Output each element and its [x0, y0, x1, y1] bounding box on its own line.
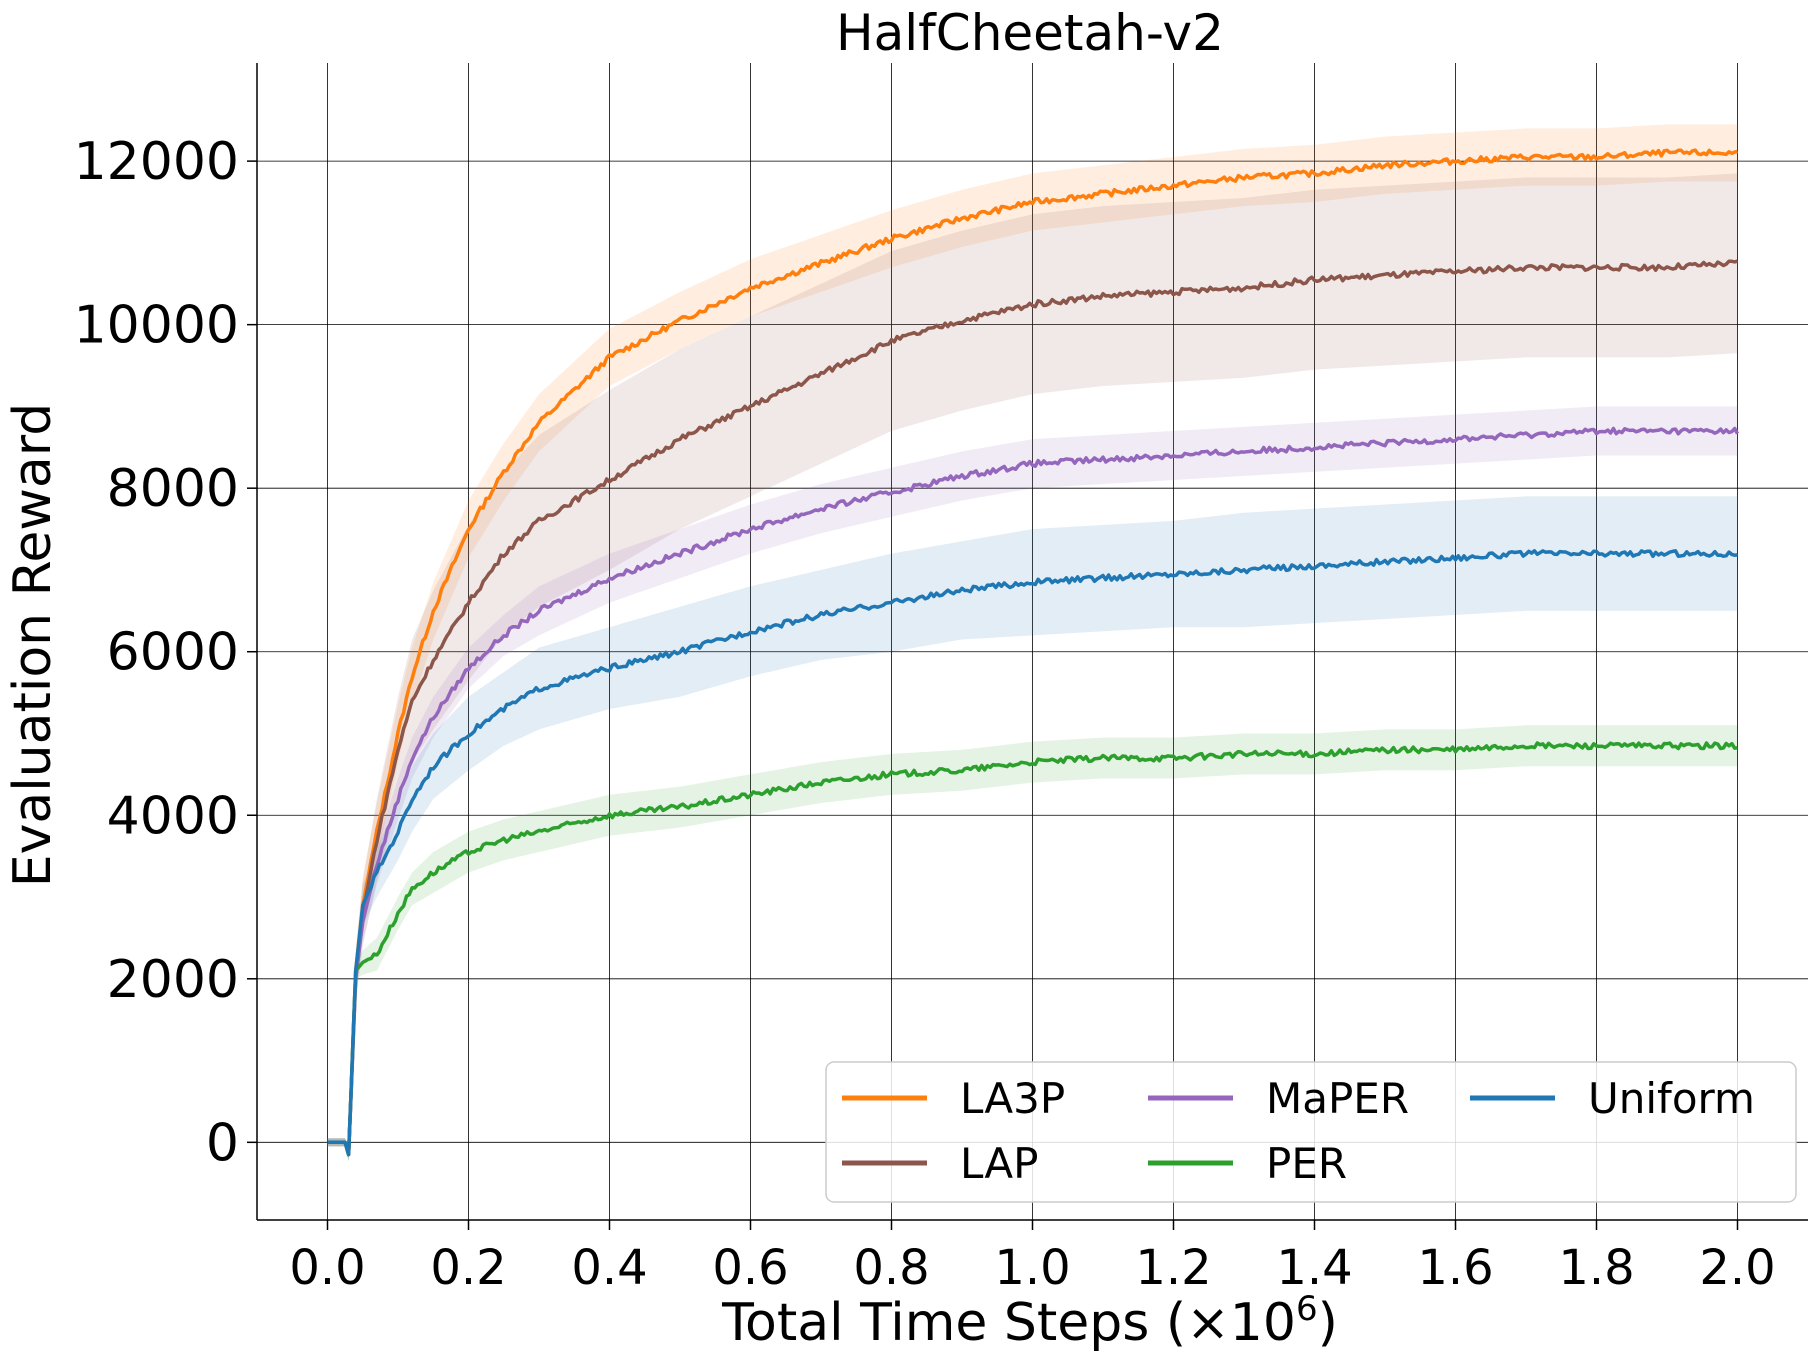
x-tick-label: 1.0: [994, 1240, 1070, 1296]
x-tick-label: 2.0: [1699, 1240, 1775, 1296]
legend-label-maper: MaPER: [1266, 1074, 1409, 1123]
line-uniform: [327, 549, 1738, 1157]
x-tick-label: 0.2: [430, 1240, 506, 1296]
y-tick-label: 12000: [74, 132, 239, 192]
x-tick-label: 1.4: [1276, 1240, 1352, 1296]
line-maper: [327, 426, 1740, 1157]
y-axis-ticks: 0 2000 4000 6000 8000 10000 12000: [74, 132, 257, 1173]
legend: LA3P LAP MaPER PER Uniform: [825, 1061, 1797, 1203]
x-axis-label: Total Time Steps (×106): [721, 1289, 1338, 1353]
band-uniform: [327, 496, 1738, 1162]
y-axis-label: Evaluation Reward: [3, 403, 63, 888]
legend-label-la3p: LA3P: [960, 1074, 1065, 1123]
legend-label-per: PER: [1266, 1139, 1347, 1188]
line-la3p: [327, 148, 1738, 1157]
band-lap: [327, 173, 1738, 1162]
x-axis-label-exponent: 6: [1296, 1289, 1318, 1329]
y-tick-label: 0: [206, 1113, 239, 1173]
x-axis-label-text: Total Time Steps (×10: [721, 1293, 1296, 1353]
grid-lines: [257, 63, 1808, 1220]
y-tick-label: 2000: [107, 950, 239, 1010]
x-tick-label: 0.8: [853, 1240, 929, 1296]
x-tick-label: 1.2: [1135, 1240, 1211, 1296]
y-tick-label: 10000: [74, 296, 239, 356]
line-lap: [327, 259, 1738, 1157]
legend-label-uniform: Uniform: [1588, 1074, 1755, 1123]
legend-label-lap: LAP: [960, 1139, 1038, 1188]
y-tick-label: 8000: [107, 459, 239, 519]
y-tick-label: 6000: [107, 623, 239, 683]
x-axis-ticks: 0.0 0.2 0.4 0.6 0.8 1.0 1.2 1.4 1.6 1.8 2.0: [289, 1220, 1776, 1296]
x-tick-label: 0.4: [571, 1240, 647, 1296]
chart-title: HalfCheetah-v2: [836, 4, 1224, 62]
x-tick-label: 1.8: [1558, 1240, 1634, 1296]
confidence-bands: [327, 124, 1738, 1162]
x-tick-label: 0.0: [289, 1240, 365, 1296]
line-per: [327, 741, 1738, 1157]
x-tick-label: 1.6: [1417, 1240, 1493, 1296]
x-axis-label-close: ): [1318, 1293, 1338, 1353]
series-lines: [327, 148, 1740, 1157]
y-tick-label: 4000: [107, 786, 239, 846]
x-tick-label: 0.6: [712, 1240, 788, 1296]
